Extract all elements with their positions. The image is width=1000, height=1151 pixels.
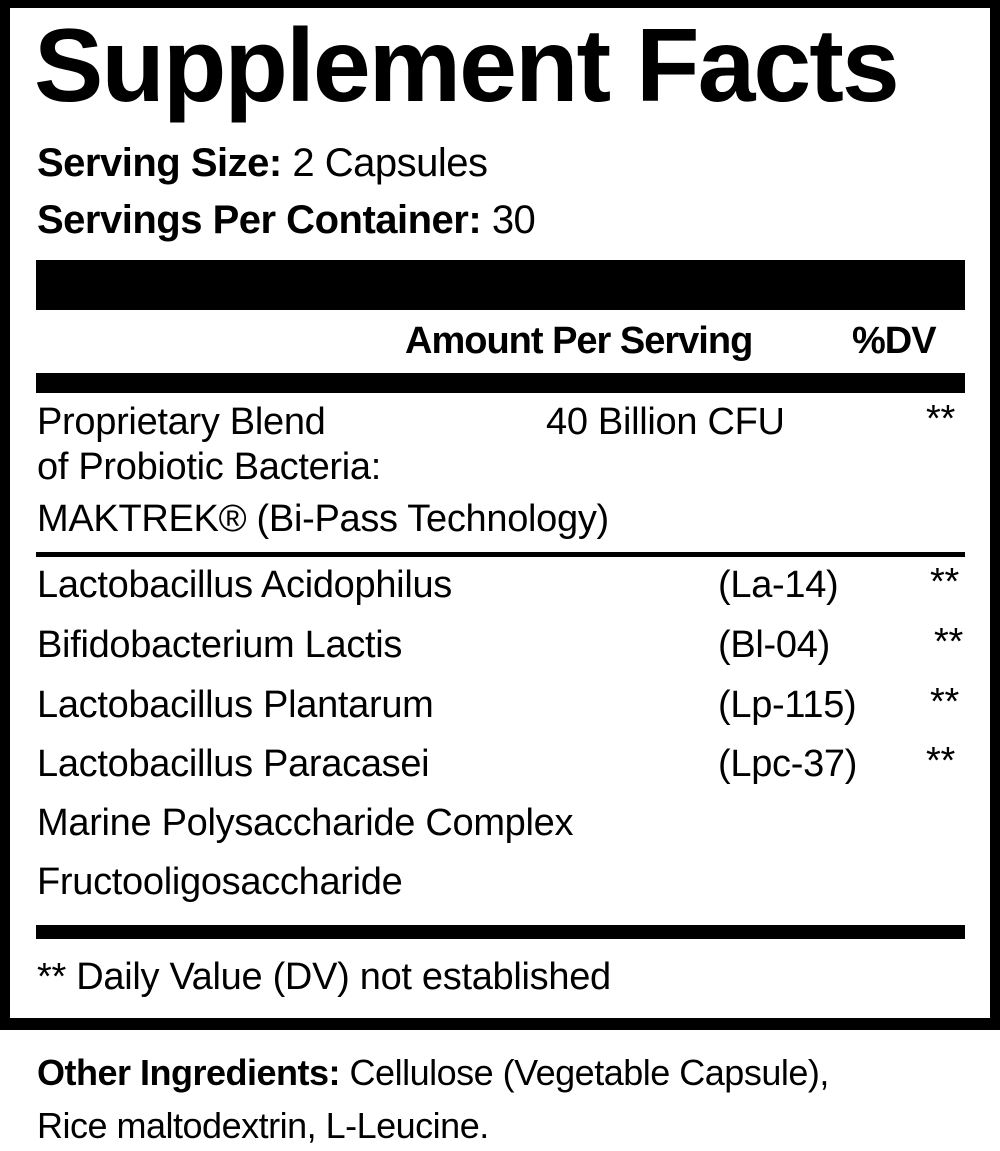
ingredient-strain: (La-14)	[718, 564, 839, 606]
other-ingredients-line-1: Cellulose (Vegetable Capsule),	[349, 1052, 830, 1093]
serving-size-value: 2 Capsules	[292, 141, 488, 185]
ingredient-name: Marine Polysaccharide Complex	[37, 802, 574, 844]
amount-per-serving-header: Amount Per Serving	[405, 320, 753, 362]
ingredient-name: Bifidobacterium Lactis	[37, 624, 403, 666]
servings-per-container: Servings Per Container: 30	[37, 198, 536, 242]
servings-per-container-value: 30	[491, 198, 536, 242]
thin-divider	[36, 552, 965, 557]
ingredient-strain: (Lpc-37)	[718, 743, 858, 785]
blend-dv: **	[926, 398, 955, 440]
dv-footnote: ** Daily Value (DV) not established	[37, 956, 611, 998]
panel-title: Supplement Facts	[34, 8, 900, 124]
ingredient-dv: **	[934, 621, 963, 663]
ingredient-strain: (Lp-115)	[718, 684, 857, 726]
ingredient-name: Lactobacillus Plantarum	[37, 684, 434, 726]
serving-size-label: Serving Size:	[37, 141, 282, 185]
serving-size: Serving Size: 2 Capsules	[37, 141, 488, 185]
blend-line-3: MAKTREK® (Bi-Pass Technology)	[37, 498, 609, 540]
header-divider	[36, 373, 965, 393]
blend-line-1: Proprietary Blend	[37, 401, 326, 443]
servings-per-container-label: Servings Per Container:	[37, 198, 482, 242]
ingredient-name: Lactobacillus Paracasei	[37, 743, 430, 785]
supplement-facts-panel	[0, 0, 1000, 1030]
other-ingredients-label: Other Ingredients:	[37, 1052, 341, 1093]
ingredient-dv: **	[926, 740, 955, 782]
footer-divider	[36, 925, 965, 939]
ingredient-name: Lactobacillus Acidophilus	[37, 564, 452, 606]
dv-header: %DV	[852, 320, 937, 362]
ingredient-dv: **	[930, 561, 959, 603]
other-ingredients-line-2: Rice maltodextrin, L-Leucine.	[37, 1105, 489, 1146]
other-ingredients: Other Ingredients: Cellulose (Vegetable …	[37, 1055, 829, 1091]
ingredient-name: Fructooligosaccharide	[37, 861, 403, 903]
thick-divider	[36, 260, 965, 310]
blend-amount: 40 Billion CFU	[546, 401, 785, 443]
blend-line-2: of Probiotic Bacteria:	[37, 446, 382, 488]
ingredient-strain: (Bl-04)	[718, 624, 830, 666]
ingredient-dv: **	[930, 681, 959, 723]
